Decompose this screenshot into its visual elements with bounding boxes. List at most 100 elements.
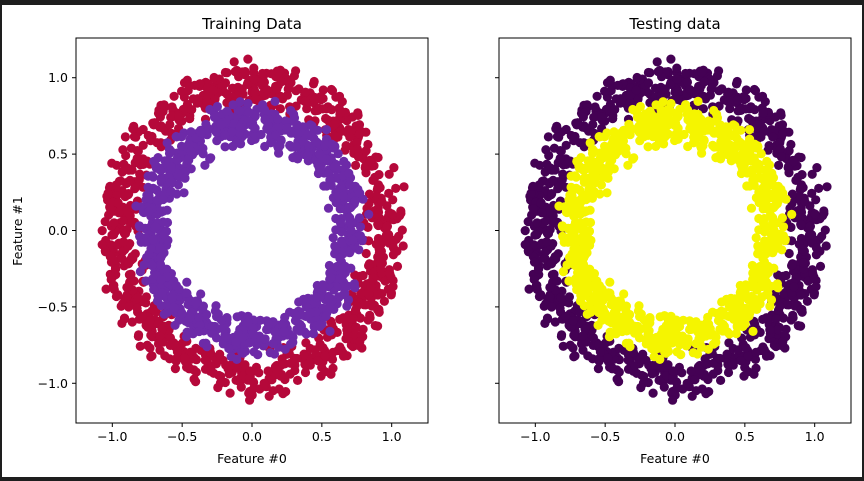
point-inner bbox=[673, 123, 683, 133]
point-outer bbox=[768, 132, 778, 142]
point-outer bbox=[570, 131, 580, 142]
point-inner bbox=[737, 163, 747, 173]
point-outer bbox=[594, 354, 604, 364]
point-inner bbox=[249, 347, 259, 357]
point-inner bbox=[716, 154, 726, 164]
point-outer bbox=[592, 91, 602, 101]
point-outer bbox=[568, 316, 578, 326]
point-inner bbox=[263, 120, 273, 130]
point-outer bbox=[373, 290, 383, 300]
point-inner bbox=[345, 213, 355, 223]
point-outer bbox=[603, 353, 613, 363]
point-inner bbox=[715, 120, 725, 130]
point-outer bbox=[812, 163, 822, 173]
point-outer bbox=[786, 139, 796, 150]
y-tick-label: 0.0 bbox=[48, 223, 68, 238]
point-inner bbox=[686, 120, 696, 130]
point-inner bbox=[731, 329, 742, 339]
point-inner bbox=[558, 222, 568, 232]
point-inner bbox=[364, 209, 374, 219]
point-inner bbox=[158, 194, 168, 205]
point-inner bbox=[666, 98, 676, 109]
point-inner bbox=[769, 263, 779, 273]
point-inner bbox=[146, 244, 156, 254]
point-outer bbox=[723, 367, 734, 378]
point-outer bbox=[542, 237, 552, 247]
point-outer bbox=[394, 231, 404, 241]
point-outer bbox=[124, 189, 134, 199]
point-outer bbox=[177, 86, 187, 96]
point-inner bbox=[198, 301, 208, 311]
point-inner bbox=[139, 260, 149, 270]
point-outer bbox=[520, 226, 530, 236]
point-inner bbox=[703, 312, 713, 322]
point-outer bbox=[653, 67, 663, 77]
point-inner bbox=[274, 122, 284, 132]
x-tick-label: 1.0 bbox=[382, 429, 402, 444]
point-inner bbox=[765, 301, 775, 311]
point-inner bbox=[280, 312, 290, 322]
point-inner bbox=[602, 188, 612, 198]
point-outer bbox=[534, 264, 544, 274]
point-inner bbox=[746, 203, 757, 213]
point-inner bbox=[166, 186, 176, 196]
point-outer bbox=[731, 79, 742, 89]
point-outer bbox=[817, 231, 827, 241]
point-inner bbox=[293, 154, 303, 164]
point-outer bbox=[191, 367, 201, 377]
point-inner bbox=[682, 105, 693, 115]
point-outer bbox=[727, 358, 737, 368]
point-outer bbox=[245, 366, 255, 376]
point-outer bbox=[643, 67, 654, 78]
point-inner bbox=[314, 163, 324, 173]
point-outer bbox=[320, 367, 330, 377]
point-inner bbox=[654, 337, 664, 347]
point-inner bbox=[778, 231, 789, 241]
plot-training: Training Data −1.0 −0.5 0.0 0.5 1.0 −1.0 −0.5… bbox=[10, 15, 429, 466]
point-inner bbox=[331, 243, 341, 254]
point-outer bbox=[122, 292, 132, 302]
point-outer bbox=[327, 105, 337, 115]
point-inner bbox=[630, 321, 640, 331]
point-inner bbox=[212, 136, 222, 146]
point-inner bbox=[200, 160, 210, 170]
point-outer bbox=[127, 317, 137, 327]
point-inner bbox=[769, 225, 779, 235]
point-inner bbox=[221, 332, 231, 342]
point-outer bbox=[673, 94, 683, 105]
point-outer bbox=[523, 246, 533, 256]
point-inner bbox=[156, 253, 166, 263]
point-inner bbox=[228, 141, 238, 151]
point-inner bbox=[170, 320, 180, 330]
y-tick-label: 0.5 bbox=[48, 147, 68, 162]
point-outer bbox=[263, 366, 273, 376]
point-inner bbox=[647, 343, 657, 354]
point-inner bbox=[185, 328, 195, 338]
point-outer bbox=[605, 75, 615, 85]
point-outer bbox=[532, 218, 542, 228]
point-inner bbox=[355, 231, 365, 241]
point-inner bbox=[744, 125, 755, 135]
point-outer bbox=[126, 269, 136, 279]
point-inner bbox=[270, 96, 280, 106]
point-outer bbox=[385, 268, 395, 279]
point-outer bbox=[120, 132, 130, 142]
x-tick-label: −0.5 bbox=[167, 429, 197, 444]
point-outer bbox=[685, 85, 695, 95]
point-inner bbox=[325, 175, 335, 185]
point-outer bbox=[608, 113, 618, 124]
point-outer bbox=[699, 77, 709, 87]
point-inner bbox=[702, 326, 712, 337]
point-inner bbox=[331, 198, 341, 208]
point-inner bbox=[232, 312, 242, 322]
point-outer bbox=[648, 388, 658, 398]
point-inner bbox=[736, 125, 746, 135]
point-outer bbox=[722, 349, 732, 359]
point-outer bbox=[131, 132, 141, 142]
point-outer bbox=[171, 354, 181, 364]
point-inner bbox=[709, 105, 719, 116]
point-outer bbox=[119, 237, 129, 247]
point-inner bbox=[186, 127, 196, 137]
point-outer bbox=[373, 219, 383, 229]
point-inner bbox=[220, 142, 230, 152]
